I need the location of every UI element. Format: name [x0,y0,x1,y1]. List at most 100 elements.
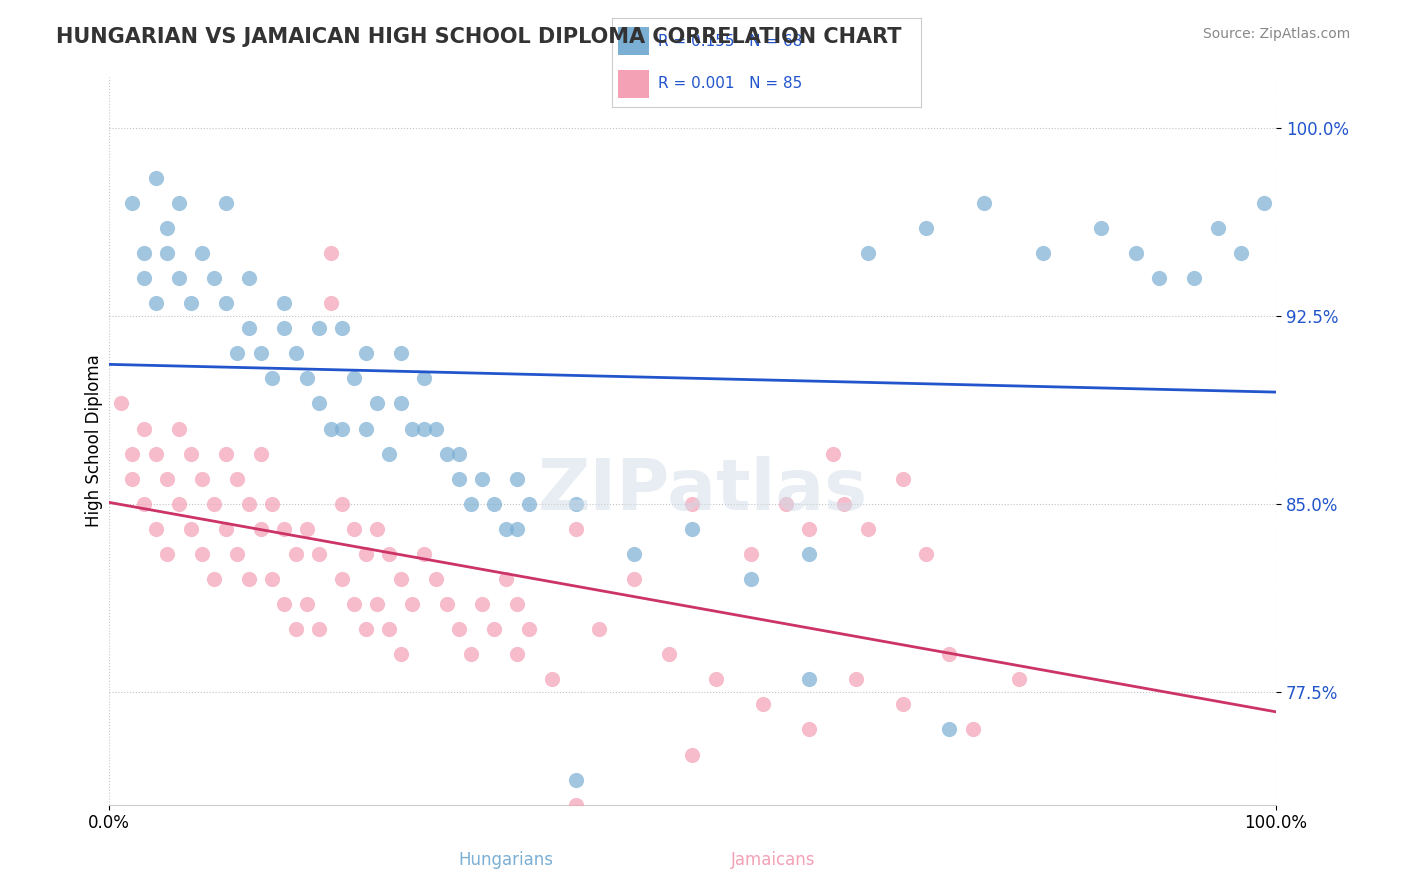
Point [262,572,284,586]
Point [366,396,388,410]
Point [191,246,214,260]
Point [564,772,586,787]
Point [284,346,307,360]
Point [891,472,914,486]
Point [167,497,190,511]
Point [238,572,260,586]
Point [354,622,377,636]
Point [226,472,249,486]
Point [389,396,412,410]
Point [682,522,704,536]
Point [436,597,458,611]
Point [1125,246,1147,260]
Point [238,271,260,285]
Point [366,522,388,536]
Point [297,522,319,536]
Point [845,673,868,687]
Point [506,522,529,536]
Point [751,698,773,712]
Point [330,321,353,335]
Point [413,371,436,385]
Point [401,421,423,435]
Point [330,421,353,435]
Point [832,497,855,511]
Point [482,622,505,636]
FancyBboxPatch shape [617,27,648,55]
Point [145,522,167,536]
Point [740,547,762,561]
Point [460,647,482,661]
Point [856,246,879,260]
Point [938,723,960,737]
Text: R = 0.001   N = 85: R = 0.001 N = 85 [658,77,803,91]
Point [226,346,249,360]
Point [588,622,610,636]
Point [471,597,494,611]
Point [938,647,960,661]
Point [132,497,155,511]
Point [378,547,401,561]
Point [915,220,938,235]
Point [541,673,564,687]
Point [330,572,353,586]
Point [495,572,517,586]
Point [145,296,167,310]
Text: R = 0.155   N = 68: R = 0.155 N = 68 [658,34,803,48]
Point [413,547,436,561]
Point [799,723,821,737]
Point [447,622,470,636]
Point [180,522,202,536]
Point [343,597,366,611]
Point [202,572,225,586]
Point [284,622,307,636]
Point [915,547,938,561]
Text: Source: ZipAtlas.com: Source: ZipAtlas.com [1202,27,1350,41]
Point [623,547,645,561]
Point [156,547,179,561]
Point [1230,246,1253,260]
Point [564,522,586,536]
Point [354,547,377,561]
Point [214,447,236,461]
Point [319,421,342,435]
Point [319,296,342,310]
Point [799,673,821,687]
Point [156,220,179,235]
Point [354,346,377,360]
Point [682,747,704,762]
Point [962,723,984,737]
Point [180,296,202,310]
Point [262,497,284,511]
Point [436,447,458,461]
Point [202,271,225,285]
Point [1206,220,1229,235]
Point [401,597,423,611]
Point [191,547,214,561]
Point [238,321,260,335]
Point [506,647,529,661]
Point [378,622,401,636]
Point [1182,271,1205,285]
Point [447,447,470,461]
Point [121,472,143,486]
Point [132,421,155,435]
Point [517,497,540,511]
Point [389,346,412,360]
Point [343,371,366,385]
Point [284,547,307,561]
Point [273,296,295,310]
Point [121,195,143,210]
Point [308,547,330,561]
Point [623,572,645,586]
Text: ZIPatlas: ZIPatlas [538,456,868,525]
Point [856,522,879,536]
Point [389,572,412,586]
Point [564,797,586,812]
Point [799,547,821,561]
Point [1253,195,1275,210]
Point [447,472,470,486]
Y-axis label: High School Diploma: High School Diploma [86,355,103,527]
Point [308,321,330,335]
Point [330,497,353,511]
Point [506,472,529,486]
